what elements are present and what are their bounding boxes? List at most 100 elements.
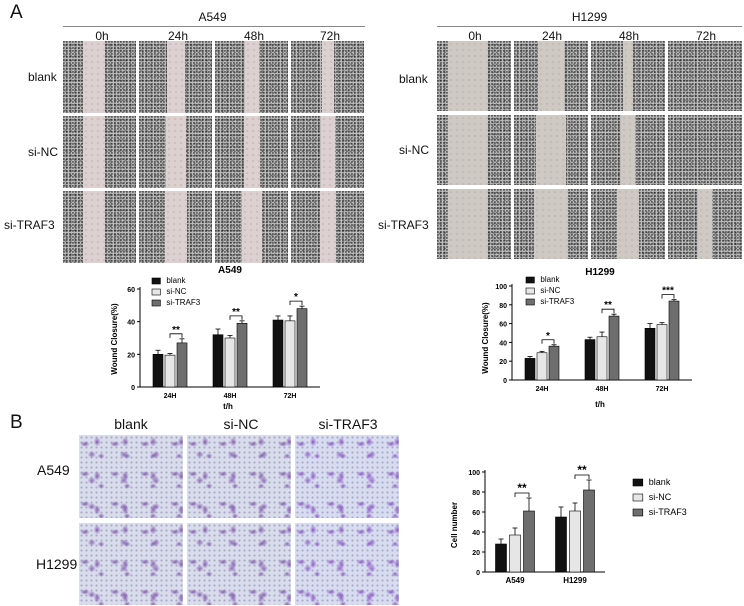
legend-swatch-blank	[525, 276, 535, 284]
h1299-row-label-si-nc: si-NC	[399, 143, 429, 157]
legend-swatch-si-nc	[525, 287, 535, 295]
bar-blank-a549	[495, 543, 507, 573]
significance-label: **	[604, 300, 612, 311]
significance-label: **	[577, 463, 587, 477]
scratch-gap	[536, 115, 566, 185]
scratch-gap	[164, 191, 187, 263]
bar-si-nc-h1299	[569, 510, 581, 573]
scratch-gap	[617, 189, 639, 259]
transwell-micrograph-h1299-si-traf3	[295, 523, 399, 605]
significance-bracket	[514, 492, 530, 497]
a549-micrograph-blank-t3	[291, 41, 364, 113]
h1299-header: H1299	[571, 10, 608, 24]
h1299-micrograph-si-traf3-t1	[514, 189, 588, 259]
x-tick-label: H1299	[563, 576, 587, 585]
x-tick-label: 24H	[536, 386, 549, 393]
h1299-micrograph-si-traf3-t2	[591, 189, 665, 259]
x-tick-label: 48H	[224, 393, 237, 400]
bar-si-nc-24h	[536, 352, 548, 381]
scratch-gap	[321, 41, 334, 113]
legend-swatch-si-traf3	[151, 299, 161, 307]
transwell-row-label-h1299: H1299	[36, 556, 78, 572]
y-tick-label: 100	[468, 470, 480, 477]
x-axis-label: t/h	[223, 402, 233, 411]
significance-bracket	[229, 315, 243, 320]
scratch-gap	[82, 191, 105, 263]
y-tick-label: 60	[127, 287, 135, 294]
h1299-wound-closure-chart: H1299 t/h Wound Closure(%) 0 20 40 60 80 100 *…	[481, 267, 692, 409]
a549-micrograph-si-nc-t3	[291, 116, 364, 188]
scratch-gap	[243, 116, 260, 188]
x-tick-label: A549	[505, 576, 525, 585]
a549-wound-closure-chart: A549 t/h Wound Closure(%) 0204060**24H**…	[110, 265, 320, 411]
h1299-row-label-blank: blank	[399, 72, 428, 86]
a549-micrograph-si-traf3-t3	[291, 191, 364, 263]
scratch-gap	[621, 115, 635, 185]
panel-a-letter: A	[10, 2, 23, 23]
y-tick-label: 60	[472, 510, 480, 517]
significance-label: *	[294, 292, 298, 303]
y-axis-label: Wound Closure(%)	[110, 303, 119, 375]
a549-row-label-blank: blank	[28, 70, 57, 84]
scratch-gap	[448, 189, 488, 259]
a549-micrograph-si-traf3-t2	[215, 191, 288, 263]
a549-timepoint-48h: 48h	[243, 29, 265, 43]
x-tick-label: 72H	[656, 386, 669, 393]
y-axis-label: Cell number	[450, 502, 459, 548]
cell-number-chart: Cell number 0 20 40 60 80 100 ** A549 ** H1299 bla…	[450, 463, 687, 585]
bar-si-nc-48h	[596, 336, 608, 381]
h1299-micrograph-si-traf3-t3	[668, 189, 742, 259]
h1299-micrograph-si-nc-t2	[591, 115, 665, 185]
y-tick-label: 20	[127, 352, 135, 359]
bar-si-traf3-48h	[236, 322, 248, 388]
scratch-gap	[241, 191, 262, 263]
scratch-gap	[82, 116, 105, 188]
legend-label-blank: blank	[540, 275, 560, 284]
scratch-gap	[448, 41, 488, 111]
significance-bracket	[289, 300, 303, 306]
h1299-row-label-si-traf3: si-TRAF3	[378, 218, 429, 232]
h1299-micrograph-blank-t0	[437, 41, 511, 111]
transwell-micrograph-a549-blank	[79, 435, 183, 518]
legend-swatch-si-traf3	[525, 298, 535, 306]
bar-si-traf3-72h	[296, 308, 308, 388]
y-tick-label: 40	[499, 340, 507, 347]
transwell-col-label-blank: blank	[114, 416, 148, 432]
y-tick-label: 20	[472, 550, 480, 557]
bar-si-traf3-a549	[523, 510, 535, 573]
y-tick-label: 0	[131, 385, 135, 392]
a549-timepoint-72h: 72h	[319, 29, 341, 43]
bar-si-nc-72h	[284, 320, 296, 388]
bar-blank-48h	[212, 334, 224, 388]
scratch-gap	[623, 41, 633, 111]
bar-blank-h1299	[555, 516, 567, 573]
y-tick-label: 0	[503, 378, 507, 385]
scratch-gap	[82, 41, 105, 113]
significance-label: **	[232, 307, 240, 318]
transwell-row-label-a549: A549	[37, 462, 70, 478]
legend-swatch-blank	[632, 478, 644, 487]
h1299-micrograph-blank-t2	[591, 41, 665, 111]
bar-si-nc-72h	[656, 324, 668, 381]
a549-micrograph-blank-t1	[139, 41, 212, 113]
a549-micrograph-si-traf3-t1	[139, 191, 212, 263]
legend-swatch-blank	[151, 277, 161, 285]
transwell-col-label-si-nc: si-NC	[223, 416, 259, 432]
bar-si-traf3-24h	[176, 342, 188, 388]
significance-label: **	[517, 481, 527, 495]
a549-micrograph-si-nc-t0	[63, 116, 136, 188]
h1299-micrograph-si-traf3-t0	[437, 189, 511, 259]
a549-timepoint-0h: 0h	[95, 29, 109, 43]
a549-header-rule	[63, 26, 365, 27]
h1299-micrograph-si-nc-t3	[668, 115, 742, 185]
a549-row-label-si-traf3: si-TRAF3	[4, 218, 55, 232]
y-tick-label: 40	[127, 320, 135, 327]
h1299-timepoint-24h: 24h	[541, 29, 563, 43]
scratch-gap	[244, 41, 259, 113]
h1299-micrograph-blank-t1	[514, 41, 588, 111]
transwell-col-label-si-traf3: si-TRAF3	[318, 416, 378, 432]
h1299-micrograph-si-nc-t1	[514, 115, 588, 185]
panel-b-letter: B	[10, 412, 23, 433]
bar-si-nc-48h	[224, 337, 236, 388]
h1299-micrograph-blank-t3	[668, 41, 742, 111]
